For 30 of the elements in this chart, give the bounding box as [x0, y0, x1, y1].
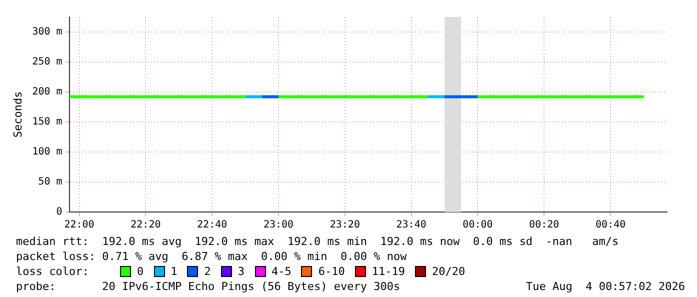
y-axis-title: Seconds: [11, 91, 24, 138]
legend-label: 1: [170, 264, 178, 279]
legend-label: 20/20: [431, 264, 466, 279]
x-tick-label: 23:20: [330, 220, 360, 231]
legend-title: loss color:: [16, 264, 90, 279]
text: packet loss: 0.71 % avg 6.87 % max 0.00 % min 0.00 % now: [16, 249, 408, 264]
y-tick-label: 150 m: [32, 116, 62, 128]
x-tick-label: 00:40: [595, 220, 626, 231]
text: Tue Aug 4 00:57:02 2026: [526, 279, 685, 294]
y-tick-label: 300 m: [32, 26, 62, 38]
y-tick-label: 200 m: [32, 86, 62, 98]
x-tick-label: 00:00: [462, 220, 493, 231]
x-tick-label: 23:40: [396, 220, 426, 231]
y-tick-label: 50 m: [38, 176, 62, 188]
y-tick-label: 0: [56, 206, 62, 218]
legend-label: 6-10: [317, 264, 345, 279]
x-tick-label: 00:20: [529, 220, 560, 231]
text: median rtt: 192.0 ms avg 192.0 ms max 192.0 ms min 192.0 ms now 0.0 ms sd -nan am/s: [16, 234, 620, 249]
y-tick-label: 250 m: [32, 56, 62, 68]
x-tick-label: 22:20: [130, 220, 161, 231]
y-tick-label: 100 m: [32, 146, 62, 158]
x-tick-label: 22:00: [64, 220, 94, 231]
legend-label: 3: [236, 264, 244, 279]
text: probe: 20 IPv6-ICMP Echo Pings (56 Bytes) every 300s: [16, 279, 400, 294]
legend-label: 2: [203, 264, 211, 279]
x-tick-label: 23:00: [263, 220, 294, 231]
x-tick-label: 22:40: [197, 220, 228, 231]
legend-label: 11-19: [370, 264, 405, 279]
legend-label: 0: [136, 264, 144, 279]
legend-label: 4-5: [270, 264, 292, 279]
